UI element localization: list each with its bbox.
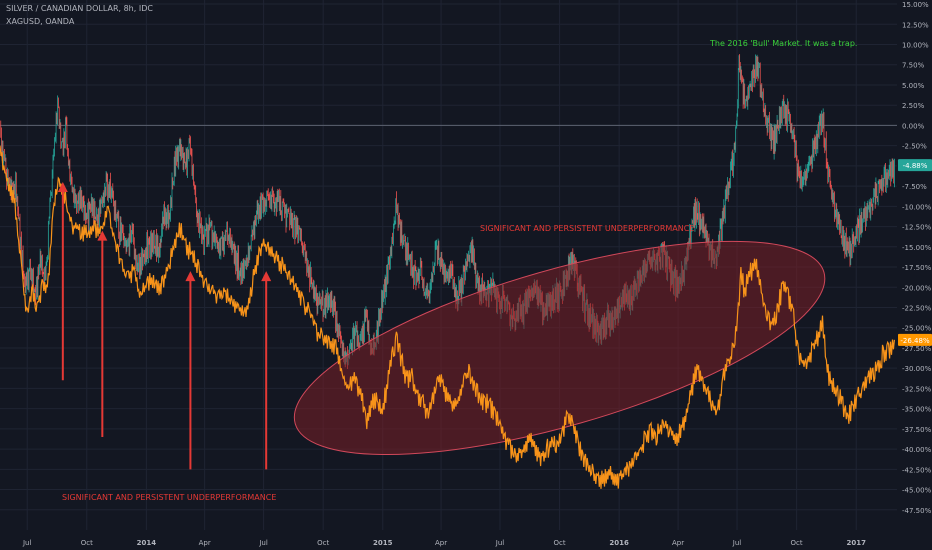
x-tick-label: Apr — [435, 539, 447, 547]
annotation-text: SIGNIFICANT AND PERSISTENT UNDERPERFORMA… — [62, 493, 276, 502]
annotation-arrow-head — [97, 230, 108, 241]
y-tick-label: -25.00% — [902, 325, 932, 333]
x-tick-label: 2017 — [846, 539, 866, 547]
chart-subtitle: XAGUSD, OANDA — [6, 17, 75, 26]
y-tick-label: -7.50% — [902, 183, 927, 191]
annotation-arrow-head — [185, 271, 196, 282]
y-tick-label: -27.50% — [902, 345, 932, 353]
y-axis: 15.00% 12.50% 10.00% 7.50% 5.00% 2.50% 0.00% -2… — [902, 1, 932, 515]
candles-group — [0, 54, 895, 370]
y-tick-label: -17.50% — [902, 264, 932, 272]
x-tick-label: 2016 — [609, 539, 629, 547]
annotation-text: The 2016 'Bull' Market. It was a trap. — [709, 39, 857, 48]
y-tick-label: -32.50% — [902, 385, 932, 393]
annotation-arrow-head — [57, 182, 68, 193]
y-tick-label: -20.00% — [902, 284, 932, 292]
y-tick-label: -2.50% — [902, 143, 927, 151]
y-tick-label: -45.00% — [902, 487, 932, 495]
x-tick-label: Oct — [554, 539, 566, 547]
x-axis: Jul Oct 2014 Apr Jul Oct 2015 Apr Jul Oct 2016 Apr J… — [22, 539, 866, 547]
x-tick-label: 2015 — [373, 539, 393, 547]
y-tick-label: 5.00% — [902, 82, 925, 90]
y-tick-label: 12.50% — [902, 21, 929, 29]
y-tick-label: -22.50% — [902, 304, 932, 312]
x-tick-label: Jul — [258, 539, 268, 547]
x-tick-label: Oct — [317, 539, 329, 547]
chart-title: SILVER / CANADIAN DOLLAR, 8h, IDC — [6, 4, 153, 13]
last-price-label-candles: -4.88% — [903, 162, 928, 170]
x-tick-label: Oct — [81, 539, 93, 547]
y-tick-label: -40.00% — [902, 446, 932, 454]
y-tick-label: -47.50% — [902, 507, 932, 515]
arrows-group — [57, 182, 272, 470]
last-price-label-candles-bg — [898, 159, 932, 172]
y-tick-label: -42.50% — [902, 466, 932, 474]
y-tick-label: 15.00% — [902, 1, 929, 9]
y-tick-label: -10.00% — [902, 203, 932, 211]
series-line — [0, 145, 895, 489]
y-tick-label: -15.00% — [902, 244, 932, 252]
y-tick-label: -12.50% — [902, 224, 932, 232]
orange-line-group — [0, 145, 895, 489]
x-tick-label: Apr — [199, 539, 211, 547]
y-tick-label: -35.00% — [902, 406, 932, 414]
last-price-label-line-bg — [898, 333, 932, 346]
y-tick-label: -30.00% — [902, 365, 932, 373]
highlight-ellipse — [293, 240, 826, 456]
y-tick-label: 7.50% — [902, 62, 925, 70]
last-price-label-line: -26.48% — [900, 337, 930, 345]
y-tick-label: 2.50% — [902, 102, 925, 110]
y-tick-label: 10.00% — [902, 42, 929, 50]
x-tick-label: Jul — [22, 539, 32, 547]
x-tick-label: Jul — [732, 539, 742, 547]
x-tick-label: Oct — [791, 539, 803, 547]
annotation-text: SIGNIFICANT AND PERSISTENT UNDERPERFORMA… — [480, 224, 694, 233]
x-tick-label: Jul — [495, 539, 505, 547]
y-tick-label: 0.00% — [902, 122, 925, 130]
y-tick-label: -37.50% — [902, 426, 932, 434]
x-tick-label: 2014 — [137, 539, 157, 547]
annotation-arrow-head — [261, 271, 272, 282]
x-tick-label: Apr — [672, 539, 684, 547]
